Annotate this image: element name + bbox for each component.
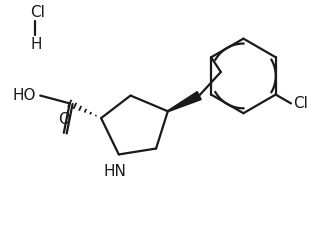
Text: Cl: Cl: [31, 5, 45, 20]
Polygon shape: [168, 91, 201, 112]
Text: HO: HO: [13, 88, 36, 103]
Text: Cl: Cl: [293, 96, 308, 111]
Text: HN: HN: [103, 164, 126, 179]
Text: O: O: [58, 112, 70, 127]
Text: H: H: [31, 37, 42, 52]
